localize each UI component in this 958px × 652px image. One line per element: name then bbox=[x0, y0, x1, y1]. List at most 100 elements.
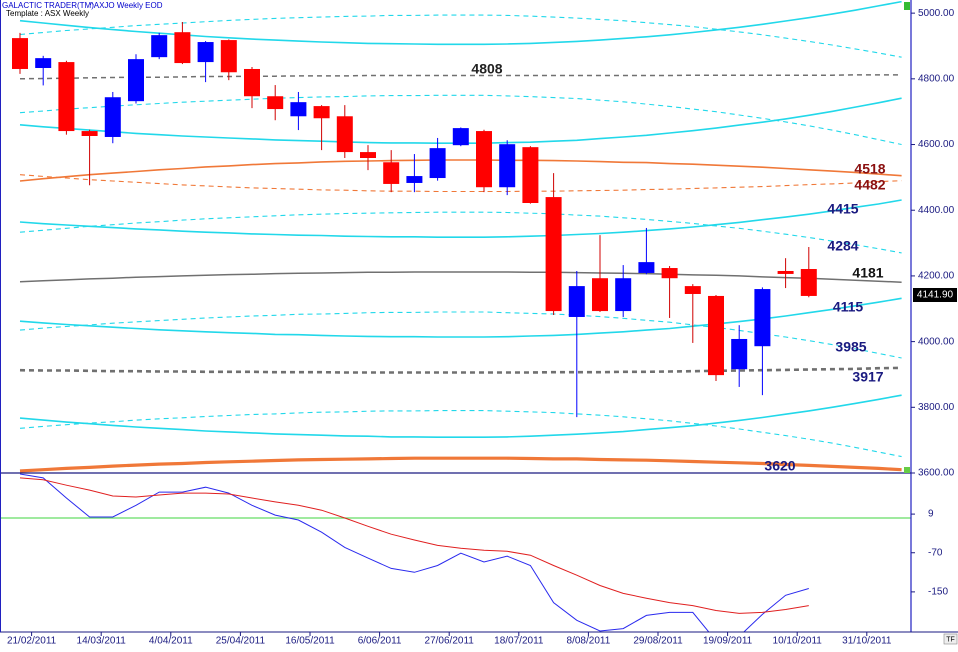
oscillator-line bbox=[19, 473, 809, 632]
candle-body bbox=[684, 286, 701, 294]
level-label: 3917 bbox=[852, 369, 883, 385]
band-line bbox=[19, 174, 902, 193]
template-label: Template : ASX Weekly bbox=[6, 9, 89, 18]
band-line bbox=[19, 159, 902, 182]
candle-body bbox=[244, 68, 260, 97]
x-tick-label: 25/04/2011 bbox=[216, 636, 266, 647]
y-tick-label: -70 bbox=[928, 547, 943, 558]
y-tick-label: 4200.00 bbox=[918, 271, 955, 282]
band-line bbox=[19, 271, 902, 283]
instrument-label: ^AXJO Weekly EOD bbox=[90, 1, 163, 10]
level-label: 4115 bbox=[833, 299, 864, 315]
oscillator-panel bbox=[0, 473, 911, 632]
x-tick-label: 18/07/2011 bbox=[494, 636, 544, 647]
x-tick-label: 10/10/2011 bbox=[773, 636, 823, 647]
y-tick-label: 5000.00 bbox=[918, 8, 955, 19]
marker bbox=[904, 467, 910, 473]
corner-box[interactable] bbox=[943, 633, 958, 645]
x-tick-label: 29/08/2011 bbox=[633, 636, 683, 647]
candle-body bbox=[12, 38, 28, 69]
candle-body bbox=[731, 338, 748, 370]
x-tick-label: 19/09/2011 bbox=[703, 636, 753, 647]
y-tick-label: -150 bbox=[928, 587, 948, 598]
level-label: 4482 bbox=[854, 177, 885, 193]
level-label: 4181 bbox=[852, 265, 883, 281]
candle-body bbox=[220, 40, 237, 73]
y-tick-label: 4800.00 bbox=[918, 73, 955, 84]
candle-body bbox=[128, 59, 144, 102]
candle-body bbox=[777, 270, 794, 274]
candle-body bbox=[290, 102, 307, 117]
product-label: GALACTIC TRADER(TM) bbox=[2, 1, 94, 10]
y-tick-label: 4400.00 bbox=[918, 205, 955, 216]
candle-body bbox=[708, 295, 724, 376]
candle-body bbox=[754, 289, 771, 347]
x-tick-label: 21/02/2011 bbox=[7, 636, 57, 647]
candle-body bbox=[568, 286, 585, 317]
candle-body bbox=[800, 269, 817, 296]
candle-body bbox=[638, 262, 655, 273]
band-line bbox=[19, 211, 902, 254]
band-line bbox=[19, 366, 902, 374]
candle-body bbox=[499, 144, 516, 188]
x-tick-label: 16/05/2011 bbox=[285, 636, 335, 647]
candle-body bbox=[151, 35, 168, 58]
level-label: 3985 bbox=[835, 339, 866, 355]
candle-body bbox=[313, 106, 330, 119]
candle-body bbox=[615, 278, 632, 312]
y-tick-label: 4000.00 bbox=[918, 336, 955, 347]
band-line bbox=[19, 311, 902, 359]
candle-body bbox=[58, 62, 75, 132]
level-label: 3620 bbox=[764, 458, 795, 474]
candle-body bbox=[406, 176, 423, 183]
band-line bbox=[19, 74, 902, 80]
x-tick-label: 4/04/2011 bbox=[149, 636, 193, 647]
level-label: 4284 bbox=[827, 238, 858, 254]
level-label: 4808 bbox=[471, 61, 502, 77]
candle-body bbox=[592, 278, 608, 312]
candle-body bbox=[197, 42, 214, 63]
band-line bbox=[19, 410, 902, 458]
y-tick-label: 3600.00 bbox=[918, 468, 955, 479]
candle-body bbox=[383, 162, 400, 184]
candle-body bbox=[661, 268, 678, 279]
last-price-box bbox=[913, 288, 957, 303]
candle-body bbox=[429, 148, 446, 179]
candle-body bbox=[174, 32, 191, 64]
candle-body bbox=[522, 147, 539, 203]
band-line bbox=[19, 94, 902, 146]
x-tick-label: 8/08/2011 bbox=[567, 636, 611, 647]
band-line bbox=[19, 0, 902, 46]
candle-body bbox=[545, 197, 562, 312]
y-tick-label: 9 bbox=[928, 509, 934, 520]
oscillator-line bbox=[19, 477, 809, 614]
candle-body bbox=[35, 58, 52, 68]
level-label: 4415 bbox=[827, 201, 858, 217]
candle-body bbox=[267, 96, 284, 110]
marker bbox=[904, 2, 910, 10]
candle-body bbox=[476, 131, 492, 188]
band-line bbox=[19, 394, 902, 438]
y-tick-label: 3800.00 bbox=[918, 402, 955, 413]
x-tick-label: 27/06/2011 bbox=[425, 636, 475, 647]
last-price-label: 4141.90 bbox=[917, 290, 954, 301]
candle-body bbox=[104, 97, 121, 137]
candle-body bbox=[81, 131, 98, 136]
candle-body bbox=[452, 128, 469, 146]
x-tick-label: 14/03/2011 bbox=[77, 636, 127, 647]
band-line bbox=[19, 199, 902, 238]
corner-label: TF bbox=[946, 636, 955, 643]
x-tick-label: 6/06/2011 bbox=[358, 636, 402, 647]
level-label: 4518 bbox=[854, 161, 885, 177]
band-line bbox=[19, 456, 902, 473]
x-tick-label: 31/10/2011 bbox=[842, 636, 892, 647]
candle-body bbox=[360, 152, 376, 158]
band-line bbox=[19, 14, 902, 58]
y-tick-label: 4600.00 bbox=[918, 139, 955, 150]
candle-body bbox=[336, 116, 353, 153]
